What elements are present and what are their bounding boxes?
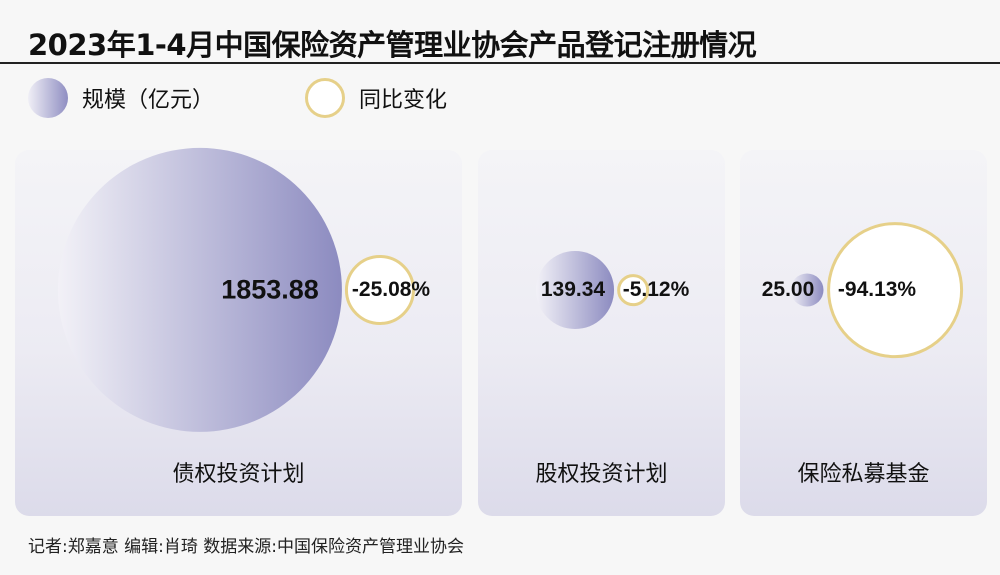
scale-label: 1853.88 — [221, 274, 319, 305]
title-divider — [0, 62, 1000, 64]
change-bubble — [827, 222, 963, 358]
scale-label: 25.00 — [761, 278, 815, 301]
change-bubble — [344, 254, 416, 326]
category-label: 保险私募基金 — [797, 462, 930, 487]
change-bubble — [617, 274, 649, 306]
category-label: 股权投资计划 — [535, 462, 668, 487]
scale-bubble — [536, 251, 614, 329]
panel-bond-plan: 1853.88 -25.08% 债权投资计划 — [15, 147, 462, 516]
legend-size-label: 规模（亿元） — [82, 88, 215, 113]
scale-bubble — [790, 273, 824, 307]
panel-equity-plan: 139.34 -5.12% 股权投资计划 — [478, 150, 725, 516]
legend-item-change: 同比变化 — [305, 78, 447, 118]
change-label: -5.12% — [622, 278, 690, 301]
legend-change-label: 同比变化 — [359, 88, 448, 113]
scale-label: 139.34 — [540, 278, 606, 301]
change-swatch-icon — [305, 78, 345, 118]
legend-item-size: 规模（亿元） — [28, 78, 214, 118]
chart-title: 2023年1-4月中国保险资产管理业协会产品登记注册情况 — [28, 28, 757, 62]
change-label: -94.13% — [837, 278, 917, 301]
change-label: -25.08% — [351, 278, 431, 301]
credits-footer: 记者:郑嘉意 编辑:肖琦 数据来源:中国保险资产管理业协会 — [28, 537, 464, 557]
category-label: 债权投资计划 — [172, 462, 305, 487]
panel-private-fund: 25.00 -94.13% 保险私募基金 — [740, 150, 987, 516]
scale-bubble — [57, 147, 343, 433]
size-swatch-icon — [28, 78, 68, 118]
